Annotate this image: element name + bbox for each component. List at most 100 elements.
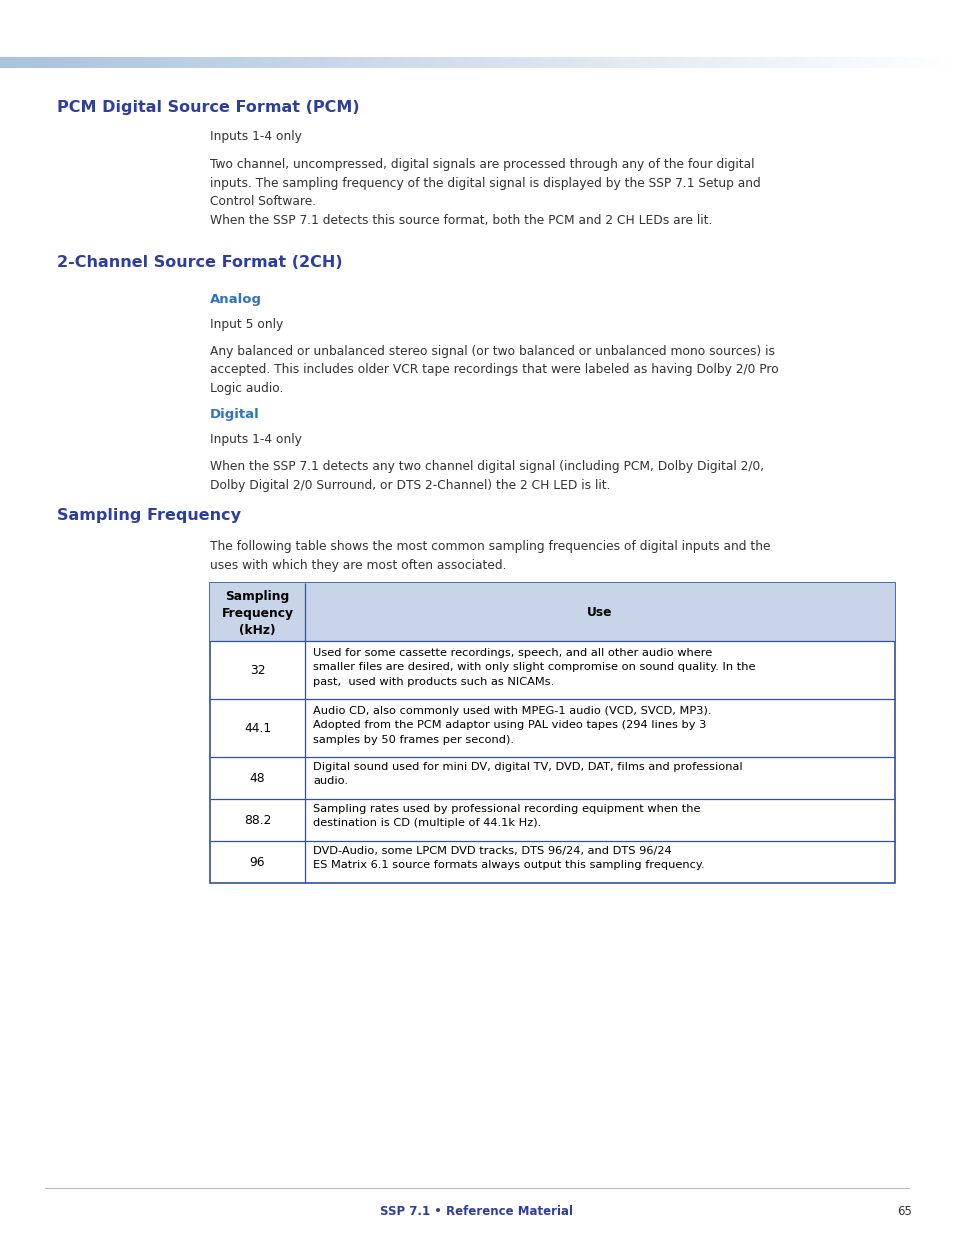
Bar <box>643 57 652 68</box>
Text: 65: 65 <box>896 1205 911 1218</box>
Bar <box>691 57 700 68</box>
Bar <box>254 57 263 68</box>
Bar <box>882 57 890 68</box>
Bar <box>762 57 771 68</box>
Text: Input 5 only: Input 5 only <box>210 317 283 331</box>
Text: Any balanced or unbalanced stereo signal (or two balanced or unbalanced mono sou: Any balanced or unbalanced stereo signal… <box>210 345 778 395</box>
Bar <box>40 57 49 68</box>
Bar <box>612 57 620 68</box>
Text: DVD-Audio, some LPCM DVD tracks, DTS 96/24, and DTS 96/24
ES Matrix 6.1 source f: DVD-Audio, some LPCM DVD tracks, DTS 96/… <box>313 846 704 871</box>
Bar <box>413 57 422 68</box>
Text: Analog: Analog <box>210 293 262 306</box>
Bar <box>151 57 160 68</box>
Bar <box>945 57 953 68</box>
Bar <box>350 57 358 68</box>
Text: Audio CD, also commonly used with MPEG-1 audio (VCD, SVCD, MP3).
Adopted from th: Audio CD, also commonly used with MPEG-1… <box>313 706 711 745</box>
Bar <box>476 57 485 68</box>
Bar <box>929 57 938 68</box>
Text: Sampling
Frequency
(kHz): Sampling Frequency (kHz) <box>221 590 294 637</box>
Bar <box>135 57 144 68</box>
Bar <box>167 57 175 68</box>
Text: 96: 96 <box>250 856 265 868</box>
Text: 48: 48 <box>250 772 265 784</box>
Bar <box>198 57 208 68</box>
Bar <box>603 57 613 68</box>
Bar <box>174 57 184 68</box>
Bar <box>746 57 756 68</box>
Bar <box>16 57 25 68</box>
Bar <box>627 57 637 68</box>
Bar <box>913 57 923 68</box>
Bar <box>381 57 390 68</box>
Bar <box>675 57 684 68</box>
Text: SSP 7.1 • Reference Material: SSP 7.1 • Reference Material <box>380 1205 573 1218</box>
Bar <box>48 57 56 68</box>
Text: 32: 32 <box>250 663 265 677</box>
Bar <box>365 57 375 68</box>
Bar <box>88 57 96 68</box>
Bar <box>564 57 573 68</box>
Bar <box>405 57 414 68</box>
Text: PCM Digital Source Format (PCM): PCM Digital Source Format (PCM) <box>57 100 359 115</box>
Bar <box>191 57 199 68</box>
Text: 44.1: 44.1 <box>244 721 271 735</box>
Bar <box>317 57 327 68</box>
Bar <box>294 57 303 68</box>
Text: Sampling Frequency: Sampling Frequency <box>57 508 241 522</box>
Bar <box>95 57 104 68</box>
Bar <box>667 57 676 68</box>
Bar <box>810 57 819 68</box>
Bar <box>493 57 501 68</box>
Bar <box>210 583 894 883</box>
Bar <box>659 57 668 68</box>
Bar <box>453 57 461 68</box>
Bar <box>484 57 494 68</box>
Text: The following table shows the most common sampling frequencies of digital inputs: The following table shows the most commo… <box>210 540 770 572</box>
Bar <box>619 57 628 68</box>
Text: Inputs 1-4 only: Inputs 1-4 only <box>210 130 301 143</box>
Bar <box>214 57 223 68</box>
Bar <box>834 57 842 68</box>
Bar <box>794 57 803 68</box>
Bar <box>865 57 875 68</box>
Text: Inputs 1-4 only: Inputs 1-4 only <box>210 433 301 446</box>
Bar <box>334 57 342 68</box>
Bar <box>397 57 406 68</box>
Bar <box>445 57 454 68</box>
Bar <box>8 57 17 68</box>
Bar <box>246 57 255 68</box>
Bar <box>500 57 509 68</box>
Bar <box>0 57 9 68</box>
Bar <box>922 57 930 68</box>
Text: Digital: Digital <box>210 408 259 421</box>
Text: Use: Use <box>587 605 612 619</box>
Bar <box>786 57 795 68</box>
Bar <box>119 57 128 68</box>
Bar <box>159 57 168 68</box>
Bar <box>889 57 899 68</box>
Bar <box>722 57 732 68</box>
Bar <box>802 57 811 68</box>
Text: 88.2: 88.2 <box>244 814 271 826</box>
Bar <box>460 57 470 68</box>
Bar <box>755 57 763 68</box>
Text: Digital sound used for mini DV, digital TV, DVD, DAT, films and professional
aud: Digital sound used for mini DV, digital … <box>313 762 741 787</box>
Bar <box>112 57 120 68</box>
Bar <box>683 57 692 68</box>
Bar <box>55 57 65 68</box>
Bar <box>898 57 906 68</box>
Bar <box>389 57 398 68</box>
Bar <box>310 57 318 68</box>
Bar <box>818 57 827 68</box>
Bar <box>436 57 446 68</box>
Bar <box>421 57 430 68</box>
Bar <box>429 57 437 68</box>
Bar <box>231 57 239 68</box>
Bar <box>548 57 557 68</box>
Bar <box>79 57 89 68</box>
Bar <box>739 57 747 68</box>
Bar <box>127 57 136 68</box>
Bar <box>874 57 882 68</box>
Bar <box>651 57 660 68</box>
Bar <box>841 57 851 68</box>
